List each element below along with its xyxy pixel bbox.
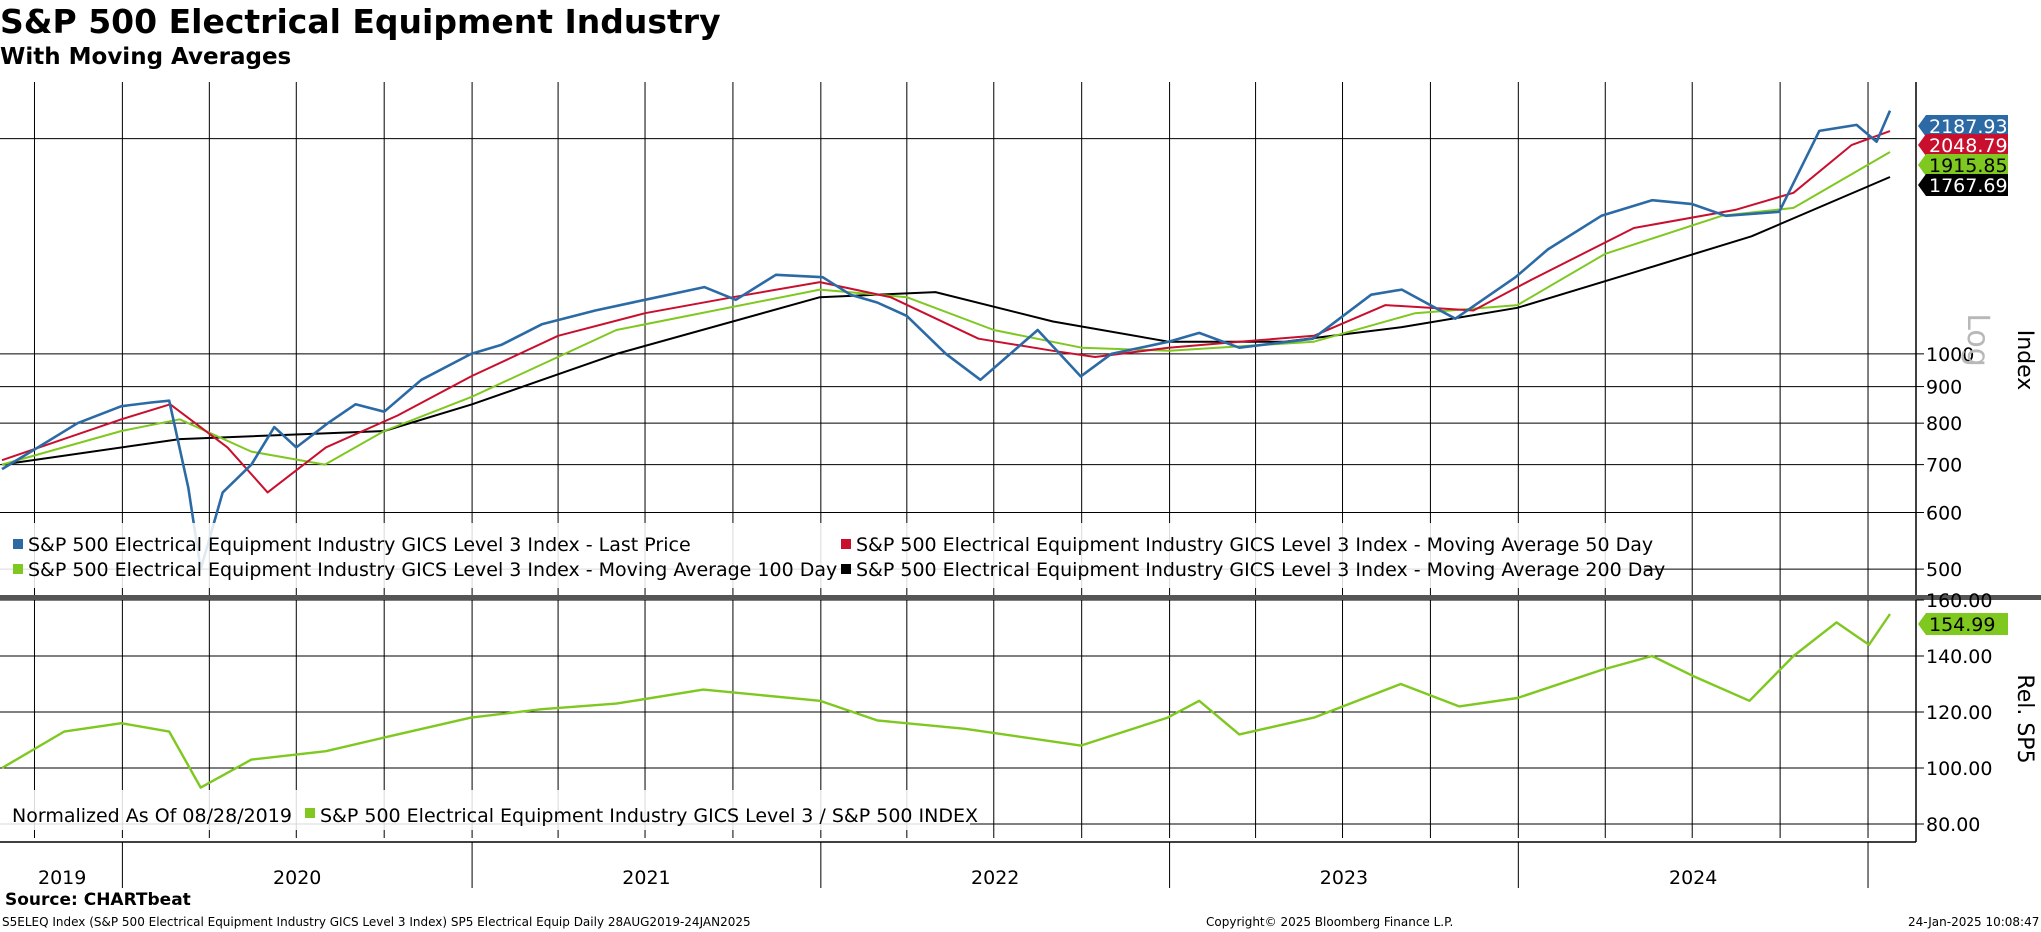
- legend-swatch: [305, 808, 315, 818]
- legend-entry: S&P 500 Electrical Equipment Industry GI…: [856, 534, 1653, 556]
- last-value-tag-ma50: 2048.79: [1918, 134, 2008, 157]
- series-line-relative: [1, 613, 1891, 789]
- y-tick-label: 160.00: [1926, 590, 1992, 612]
- timestamp: 24-Jan-2025 10:08:47: [1908, 915, 2040, 929]
- y-tick-label: 140.00: [1926, 646, 1992, 668]
- series-line-ma50: [1, 130, 1891, 494]
- panel-divider: [0, 595, 2041, 600]
- chart-title: S&P 500 Electrical Equipment Industry: [0, 2, 721, 41]
- last-value-tag-ma200-text: 1767.69: [1929, 175, 2008, 197]
- last-value-tag-last-price: 2187.93: [1918, 115, 2008, 138]
- y-axis-label-relative: Rel. SP5: [2012, 674, 2037, 763]
- legend-swatch: [13, 564, 23, 574]
- legend-swatch: [841, 564, 851, 574]
- legend-swatch: [13, 539, 23, 549]
- last-value-tag-last-price-text: 2187.93: [1929, 116, 2008, 138]
- y-tick-label: 120.00: [1926, 702, 1992, 724]
- legend-background: [0, 790, 970, 830]
- last-value-tag-relative: 154.99: [1918, 613, 2008, 636]
- last-value-tag-ma200-box: [1918, 174, 2008, 196]
- chart-subtitle: With Moving Averages: [0, 44, 292, 70]
- y-tick-label: 80.00: [1926, 814, 1980, 836]
- last-value-tag-last-price-box: [1918, 115, 2008, 137]
- legend-background: [0, 523, 1644, 588]
- x-tick-label: 2019: [38, 867, 86, 889]
- last-value-tag-ma50-box: [1918, 134, 2008, 156]
- last-value-tag-ma100: 1915.85: [1918, 154, 2008, 177]
- normalization-note: Normalized As Of 08/28/2019: [12, 805, 292, 827]
- series-line-last-price: [1, 110, 1892, 571]
- y-tick-label: 1000: [1926, 344, 1974, 366]
- ticker-description: S5ELEQ Index (S&P 500 Electrical Equipme…: [2, 915, 751, 929]
- legend-entry: S&P 500 Electrical Equipment Industry GI…: [28, 559, 837, 581]
- x-tick-label: 2022: [971, 867, 1019, 889]
- y-tick-label: 500: [1926, 559, 1962, 581]
- scale-label-log: Log: [1960, 313, 1995, 367]
- y-tick-label: 700: [1926, 455, 1962, 477]
- last-value-tag-ma50-text: 2048.79: [1929, 135, 2008, 157]
- copyright-notice: Copyright© 2025 Bloomberg Finance L.P.: [1206, 915, 1454, 929]
- x-tick-label: 2020: [273, 867, 321, 889]
- y-axis-label-index: Index: [2012, 330, 2037, 391]
- series-line-ma200: [1, 176, 1891, 466]
- y-tick-label: 900: [1926, 377, 1962, 399]
- x-tick-label: 2023: [1320, 867, 1368, 889]
- last-value-tag-relative-box: [1918, 613, 2008, 635]
- last-value-tag-relative-text: 154.99: [1929, 614, 1995, 636]
- last-value-tag-ma100-text: 1915.85: [1929, 155, 2008, 177]
- y-tick-label: 600: [1926, 502, 1962, 524]
- legend-entry: S&P 500 Electrical Equipment Industry GI…: [320, 805, 978, 827]
- legend-swatch: [841, 539, 851, 549]
- legend-entry: S&P 500 Electrical Equipment Industry GI…: [856, 559, 1665, 581]
- y-tick-label: 800: [1926, 413, 1962, 435]
- source-note: Source: CHARTbeat: [5, 890, 191, 910]
- x-tick-label: 2024: [1669, 867, 1717, 889]
- series-line-ma100: [1, 151, 1891, 466]
- legend-entry: S&P 500 Electrical Equipment Industry GI…: [28, 534, 691, 556]
- y-tick-label: 100.00: [1926, 758, 1992, 780]
- x-tick-label: 2021: [622, 867, 670, 889]
- last-value-tag-ma200: 1767.69: [1918, 174, 2008, 197]
- last-value-tag-ma100-box: [1918, 154, 2008, 176]
